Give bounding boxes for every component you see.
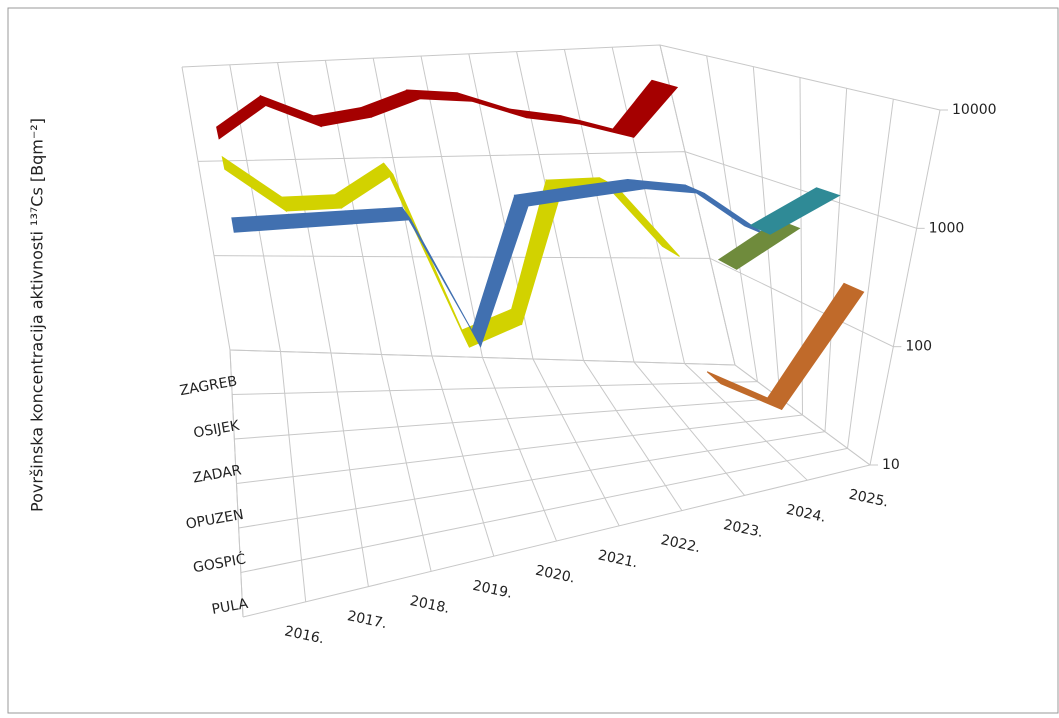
x-tick-label: 2024.	[785, 502, 828, 526]
y-tick-label: 10000	[952, 102, 997, 118]
line-segment	[259, 94, 323, 128]
legend-label: PULA	[211, 596, 250, 618]
line-segment	[509, 108, 580, 125]
y-tick-label: 1000	[929, 220, 965, 236]
wall-grid-line	[847, 99, 894, 449]
legend-label: GOSPIĆ	[192, 549, 248, 576]
x-tick-label: 2020.	[534, 563, 577, 587]
line-segment	[281, 194, 343, 212]
x-tick-label: 2022.	[659, 532, 702, 556]
wall-grid-line	[324, 60, 382, 355]
x-tick-label: 2019.	[471, 578, 514, 602]
y-tick-label: 100	[905, 339, 932, 355]
line-segment	[360, 89, 422, 118]
line-segment	[706, 371, 783, 410]
grid-line	[181, 44, 941, 111]
x-tick-label: 2025.	[847, 487, 890, 511]
line-segment	[717, 219, 801, 270]
line-segment	[216, 95, 267, 140]
floor-grid-line	[232, 381, 758, 395]
wall-grid-line	[611, 47, 685, 364]
line-segment	[344, 206, 412, 225]
line-segment	[312, 106, 373, 127]
wall-grid-line	[659, 44, 736, 366]
line-segment	[231, 213, 294, 233]
floor-grid-line	[234, 397, 781, 440]
grid-line	[229, 349, 871, 466]
line-segment	[334, 162, 394, 209]
line-segment	[383, 162, 470, 348]
y-axis-title: Površinska koncentracija aktivnosti ¹³⁷C…	[28, 118, 47, 512]
x-tick-label: 2021.	[597, 547, 640, 571]
line-segment	[456, 92, 528, 119]
floor-grid-line	[238, 431, 826, 529]
wall-grid-line	[824, 88, 848, 432]
wall-grid-line	[706, 55, 758, 382]
wall-grid-line	[229, 349, 244, 618]
line-segment	[287, 210, 353, 229]
floor-grid-line	[236, 414, 803, 484]
wall-grid-line	[420, 55, 483, 358]
grid-line	[197, 151, 917, 229]
x-tick-label: 2016.	[283, 623, 326, 647]
line-segment	[766, 282, 865, 411]
wall-grid-line	[181, 66, 231, 351]
x-tick-label: 2018.	[408, 593, 451, 617]
line-segment	[401, 207, 482, 347]
wall-grid-line	[869, 109, 941, 466]
legend-label: ZAGREB	[179, 373, 239, 399]
line-segment	[684, 184, 766, 235]
x-tick-label: 2017.	[346, 608, 389, 632]
x-tick-label: 2023.	[722, 517, 765, 541]
y-tick-label: 10	[882, 457, 900, 473]
line-segment	[612, 79, 679, 138]
wall-grid-line	[563, 49, 635, 363]
legend-label: OPUZEN	[185, 507, 245, 533]
floor-grid-line	[240, 447, 848, 573]
line-segment	[749, 187, 841, 235]
floor-grid-line	[242, 464, 871, 618]
chart-border	[7, 7, 1059, 714]
legend-label: ZADAR	[192, 462, 243, 486]
